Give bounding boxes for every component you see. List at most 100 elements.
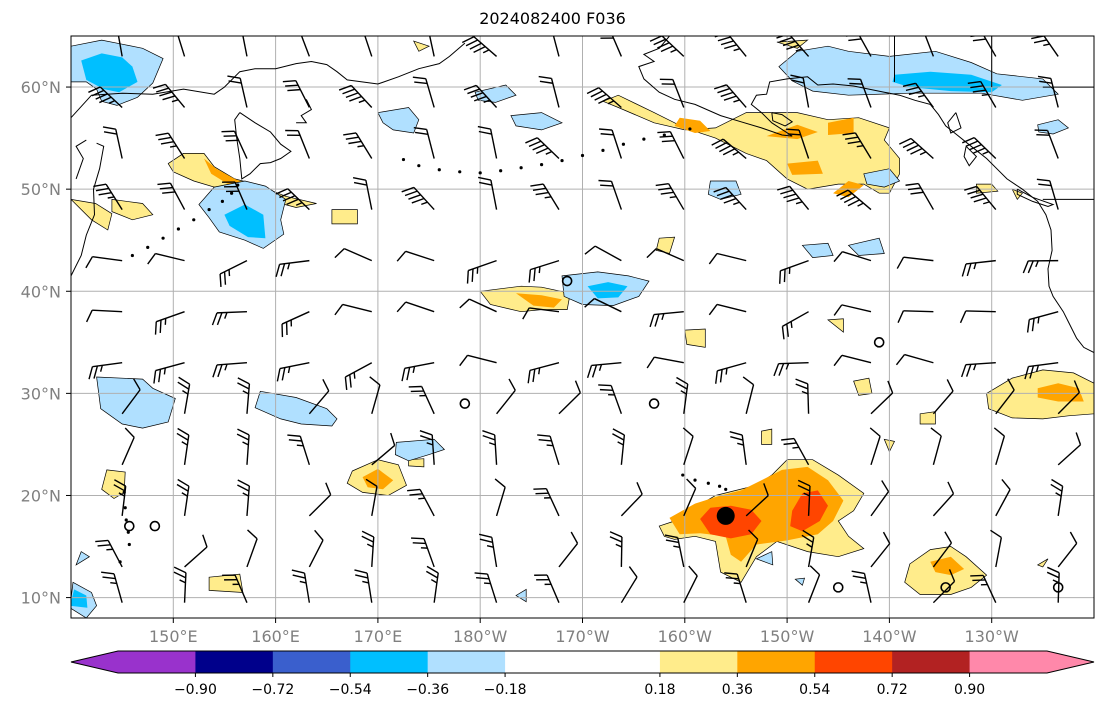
barb-flag [598, 96, 611, 105]
map-title: 2024082400 F036 [479, 9, 626, 28]
lat-tick-label: 40°N [21, 282, 61, 301]
wind-barb [117, 36, 123, 57]
barb-flag [173, 571, 186, 579]
barb-half-flag [860, 581, 867, 584]
positive-anomaly-region [167, 153, 317, 208]
barb-flag [408, 194, 421, 200]
barb-half-flag [801, 390, 809, 395]
wind-barb [558, 531, 579, 568]
barb-flag [902, 82, 916, 88]
barb-flag [972, 38, 986, 42]
barb-staff [1029, 311, 1059, 321]
barb-flag [540, 31, 553, 33]
wind-barb [959, 310, 996, 324]
barb-flag [159, 319, 162, 334]
wind-barb [584, 245, 622, 262]
barb-half-flag [790, 321, 793, 329]
wind-barb [612, 428, 626, 465]
barb-flag [910, 191, 924, 195]
barb-flag [158, 369, 162, 383]
wind-barb [396, 250, 435, 262]
barb-flag [809, 565, 821, 576]
island-dot [681, 473, 685, 477]
wind-barb [869, 427, 881, 466]
barb-staff [598, 87, 622, 109]
wind-barb [807, 565, 821, 603]
barb-half-flag [296, 444, 304, 447]
barb-half-flag [99, 365, 104, 372]
barb-flag [713, 186, 727, 193]
barb-flag [1022, 260, 1029, 274]
lon-tick-label: 170°W [555, 627, 610, 646]
barb-staff [683, 488, 697, 517]
island-dot [642, 137, 646, 141]
barb-half-flag [733, 47, 741, 52]
wind-barb [413, 126, 435, 159]
barb-half-flag [110, 581, 117, 585]
barb-flag [584, 245, 596, 255]
barb-half-flag [242, 492, 249, 497]
wind-barb [222, 181, 248, 210]
colorbar-label: −0.72 [251, 682, 294, 698]
wind-barb [365, 478, 378, 517]
barb-flag [660, 191, 674, 195]
colorbar-label: −0.90 [174, 682, 217, 698]
barb-staff [1057, 392, 1080, 415]
wind-barb [113, 479, 127, 516]
coastline-segment [75, 139, 87, 180]
island-dot [458, 170, 462, 174]
wind-barb [352, 176, 373, 210]
barb-flag [657, 42, 670, 49]
wind-barb [649, 310, 684, 328]
island-dot [662, 133, 666, 137]
wind-barb [88, 86, 123, 108]
barb-flag [612, 428, 625, 436]
wind-barb [212, 362, 248, 378]
positive-anomaly-region [413, 40, 431, 52]
positive-anomaly-region [674, 117, 711, 133]
colorbar-outline [70, 650, 1095, 674]
barb-flag [655, 183, 669, 187]
wind-barb [176, 427, 190, 465]
barb-flag [783, 193, 797, 199]
barb-flag [95, 539, 109, 543]
wind-barb [795, 378, 810, 414]
barb-flag [686, 478, 697, 489]
wind-barb [275, 259, 310, 278]
barb-flag [237, 484, 250, 492]
island-dot [401, 157, 406, 162]
barb-flag [960, 364, 967, 378]
barb-half-flag [224, 312, 228, 319]
wind-barb [538, 75, 560, 108]
barb-half-flag [538, 266, 541, 274]
positive-anomaly-region [208, 573, 244, 593]
barb-staff [683, 436, 694, 466]
wind-barb [528, 259, 560, 283]
wind-barb [95, 539, 123, 568]
barb-flag [465, 39, 479, 47]
barb-staff [184, 546, 208, 568]
barb-flag [586, 87, 600, 95]
wind-barb [657, 131, 685, 159]
wind-barb [797, 479, 811, 516]
wind-barb [779, 259, 809, 284]
barb-flag [715, 141, 728, 149]
barb-flag [538, 75, 552, 80]
barb-staff [117, 36, 123, 57]
wind-barb [847, 78, 872, 108]
colorbar-segment [195, 651, 274, 673]
barb-flag [212, 364, 218, 378]
barb-flag [676, 376, 689, 385]
barb-flag [930, 427, 942, 437]
barb-staff [858, 36, 872, 57]
barb-flag [776, 36, 785, 39]
barb-flag [665, 539, 679, 544]
barb-flag [285, 84, 299, 87]
island-dot [127, 542, 131, 547]
barb-flag [173, 566, 187, 574]
barb-flag [361, 530, 375, 538]
wind-barb [801, 529, 815, 568]
barb-flag [412, 542, 426, 545]
barb-flag [688, 565, 698, 577]
barb-flag [211, 312, 218, 326]
